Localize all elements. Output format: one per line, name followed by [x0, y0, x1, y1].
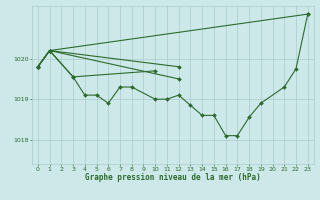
- X-axis label: Graphe pression niveau de la mer (hPa): Graphe pression niveau de la mer (hPa): [85, 173, 261, 182]
